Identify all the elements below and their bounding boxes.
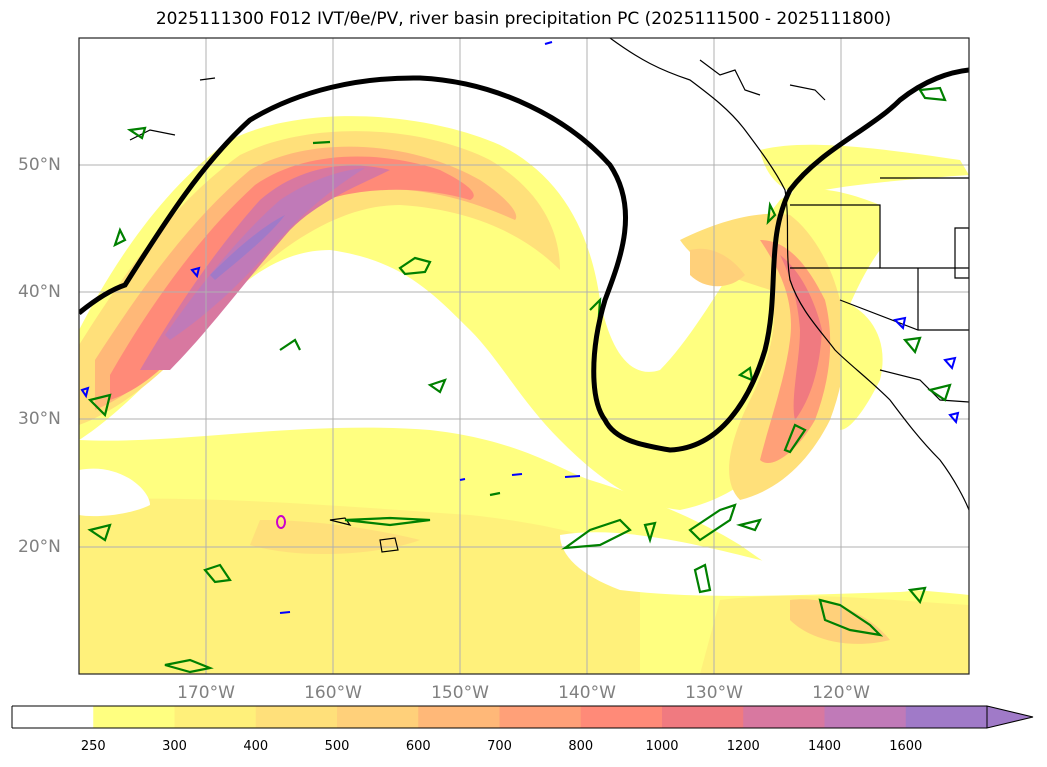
colorbar-segment [255, 706, 338, 728]
pv-contour [79, 67, 969, 453]
lon-label-170w: 170°W [177, 683, 235, 703]
colorbar-segments [12, 706, 988, 728]
colorbar-segment [824, 706, 907, 728]
colorbar-tick-label: 500 [324, 739, 350, 754]
colorbar-segment [337, 706, 419, 728]
figure-title: 2025111300 F012 IVT/θe/PV, river basin p… [155, 9, 892, 29]
lon-label-140w: 140°W [558, 683, 616, 703]
colorbar-tick-label: 400 [243, 739, 269, 754]
colorbar-segment [12, 706, 94, 728]
colorbar-tick-label: 250 [80, 739, 106, 754]
colorbar-tick-label: 1000 [645, 739, 679, 754]
colorbar-segment [174, 706, 257, 728]
precipitation-contours [80, 41, 960, 614]
colorbar-tick-label: 1400 [807, 739, 842, 754]
colorbar-tick-label: 700 [487, 739, 512, 754]
colorbar-tick-label: 1200 [726, 739, 760, 754]
ivt-shading [79, 116, 969, 674]
lat-label-30n: 30°N [18, 409, 61, 429]
coastlines [129, 38, 969, 553]
colorbar-segment [580, 706, 663, 728]
theta-e-contours [87, 86, 952, 674]
lat-label-50n: 50°N [18, 155, 61, 175]
colorbar-segment [662, 706, 744, 728]
colorbar-segment [905, 706, 988, 728]
colorbar-outline [11, 705, 987, 729]
map-gridlines [79, 38, 969, 674]
colorbar-tick-label: 600 [405, 739, 431, 754]
lon-label-120w: 120°W [812, 683, 870, 703]
lon-label-130w: 130°W [685, 683, 743, 703]
lat-label-40n: 40°N [18, 282, 61, 302]
colorbar-tick-label: 800 [568, 739, 594, 754]
colorbar-segment [743, 706, 825, 728]
lat-label-20n: 20°N [18, 537, 61, 557]
colorbar-tick-label: 1600 [889, 739, 923, 754]
colorbar-segment [93, 706, 175, 728]
lon-label-160w: 160°W [304, 683, 362, 703]
lon-label-150w: 150°W [431, 683, 489, 703]
colorbar-extend-arrow [986, 705, 1034, 729]
magenta-contour [276, 515, 286, 529]
colorbar-segment [499, 706, 582, 728]
colorbar-segment [418, 706, 500, 728]
map-frame [78, 37, 970, 675]
colorbar-tick-label: 300 [162, 739, 187, 754]
